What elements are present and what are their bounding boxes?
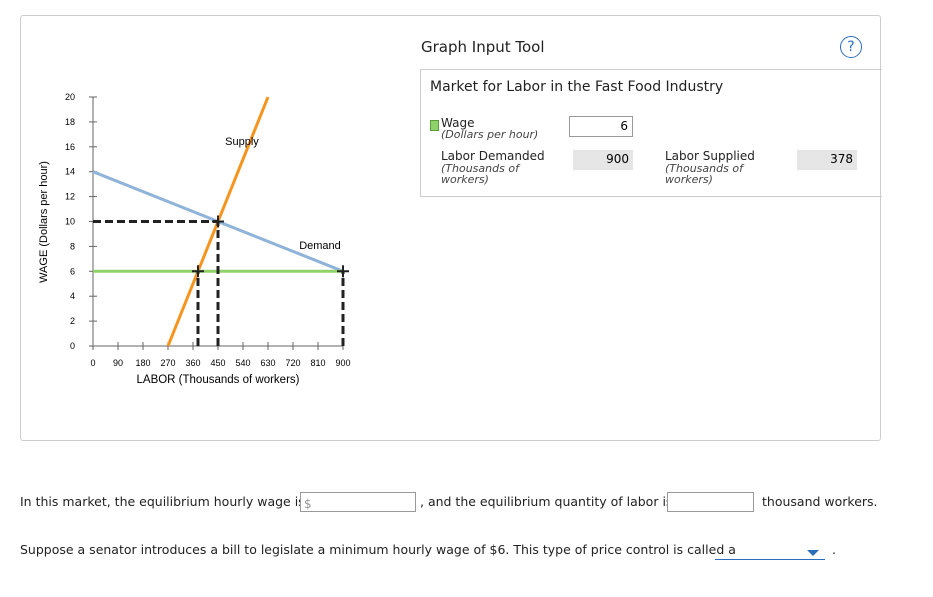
x-tick-label: 450	[210, 358, 225, 368]
help-button[interactable]: ?	[840, 36, 862, 58]
x-axis-label: LABOR (Thousands of workers)	[137, 374, 300, 386]
y-tick-label: 6	[70, 266, 75, 276]
dropdown[interactable]	[715, 545, 825, 560]
supplied-unit: (Thousands of workers)	[665, 162, 743, 186]
y-tick-label: 20	[65, 92, 75, 102]
x-tick-label: 900	[335, 358, 350, 368]
x-tick-label: 270	[160, 358, 175, 368]
y-tick-label: 10	[65, 217, 75, 227]
wage-unit: (Dollars per hour)	[441, 128, 539, 141]
series-label: Demand	[299, 240, 341, 252]
tool-subtitle: Market for Labor in the Fast Food Indust…	[430, 79, 724, 95]
question-1-middle: , and the equilibrium quantity of labor …	[420, 494, 673, 509]
y-tick-label: 4	[70, 291, 75, 301]
graph-panel	[20, 15, 881, 441]
chart: WAGE (Dollars per hour) LABOR (Thousands…	[38, 92, 351, 386]
currency: $	[304, 497, 312, 511]
x-tick-label: 90	[113, 358, 123, 368]
point-marker	[212, 215, 224, 228]
x-tick-label: 540	[235, 358, 250, 368]
wage-swatch	[430, 120, 439, 131]
x-tick-label: 180	[135, 358, 150, 368]
demanded-value: 900	[573, 150, 633, 170]
tool-title: Graph Input Tool	[421, 38, 545, 56]
demanded-unit: (Thousands of workers)	[441, 162, 519, 186]
question-1-start: In this market, the equilibrium hourly w…	[20, 494, 305, 509]
x-tick-label: 0	[90, 358, 95, 368]
supplied-value: 378	[797, 150, 857, 170]
point-marker	[192, 265, 204, 278]
y-axis-label: WAGE (Dollars per hour)	[38, 161, 50, 283]
question-2: Suppose a senator introduces a bill to l…	[20, 542, 736, 557]
series-label: Supply	[225, 136, 259, 148]
quantity-answer[interactable]	[667, 492, 754, 512]
supplied-label: Labor Supplied	[665, 149, 755, 163]
point-marker	[337, 265, 349, 278]
wage-label: Wage	[441, 116, 475, 130]
demanded-label: Labor Demanded	[441, 149, 545, 163]
x-tick-label: 720	[285, 358, 300, 368]
y-tick-label: 2	[70, 316, 75, 326]
y-tick-label: 14	[65, 167, 75, 177]
question-2-end: .	[832, 542, 836, 557]
y-tick-label: 16	[65, 142, 75, 152]
y-tick-label: 0	[70, 341, 75, 351]
x-tick-label: 810	[310, 358, 325, 368]
y-tick-label: 8	[70, 241, 75, 251]
dropdown-arrow	[807, 550, 819, 556]
tool-panel	[420, 69, 882, 197]
y-tick-label: 12	[65, 192, 75, 202]
x-tick-label: 630	[260, 358, 275, 368]
question-1-end: thousand workers.	[762, 494, 878, 509]
y-tick-label: 18	[65, 117, 75, 127]
x-tick-label: 360	[185, 358, 200, 368]
wage-answer[interactable]: $	[300, 492, 416, 512]
wage-input[interactable]: 6	[569, 116, 633, 137]
